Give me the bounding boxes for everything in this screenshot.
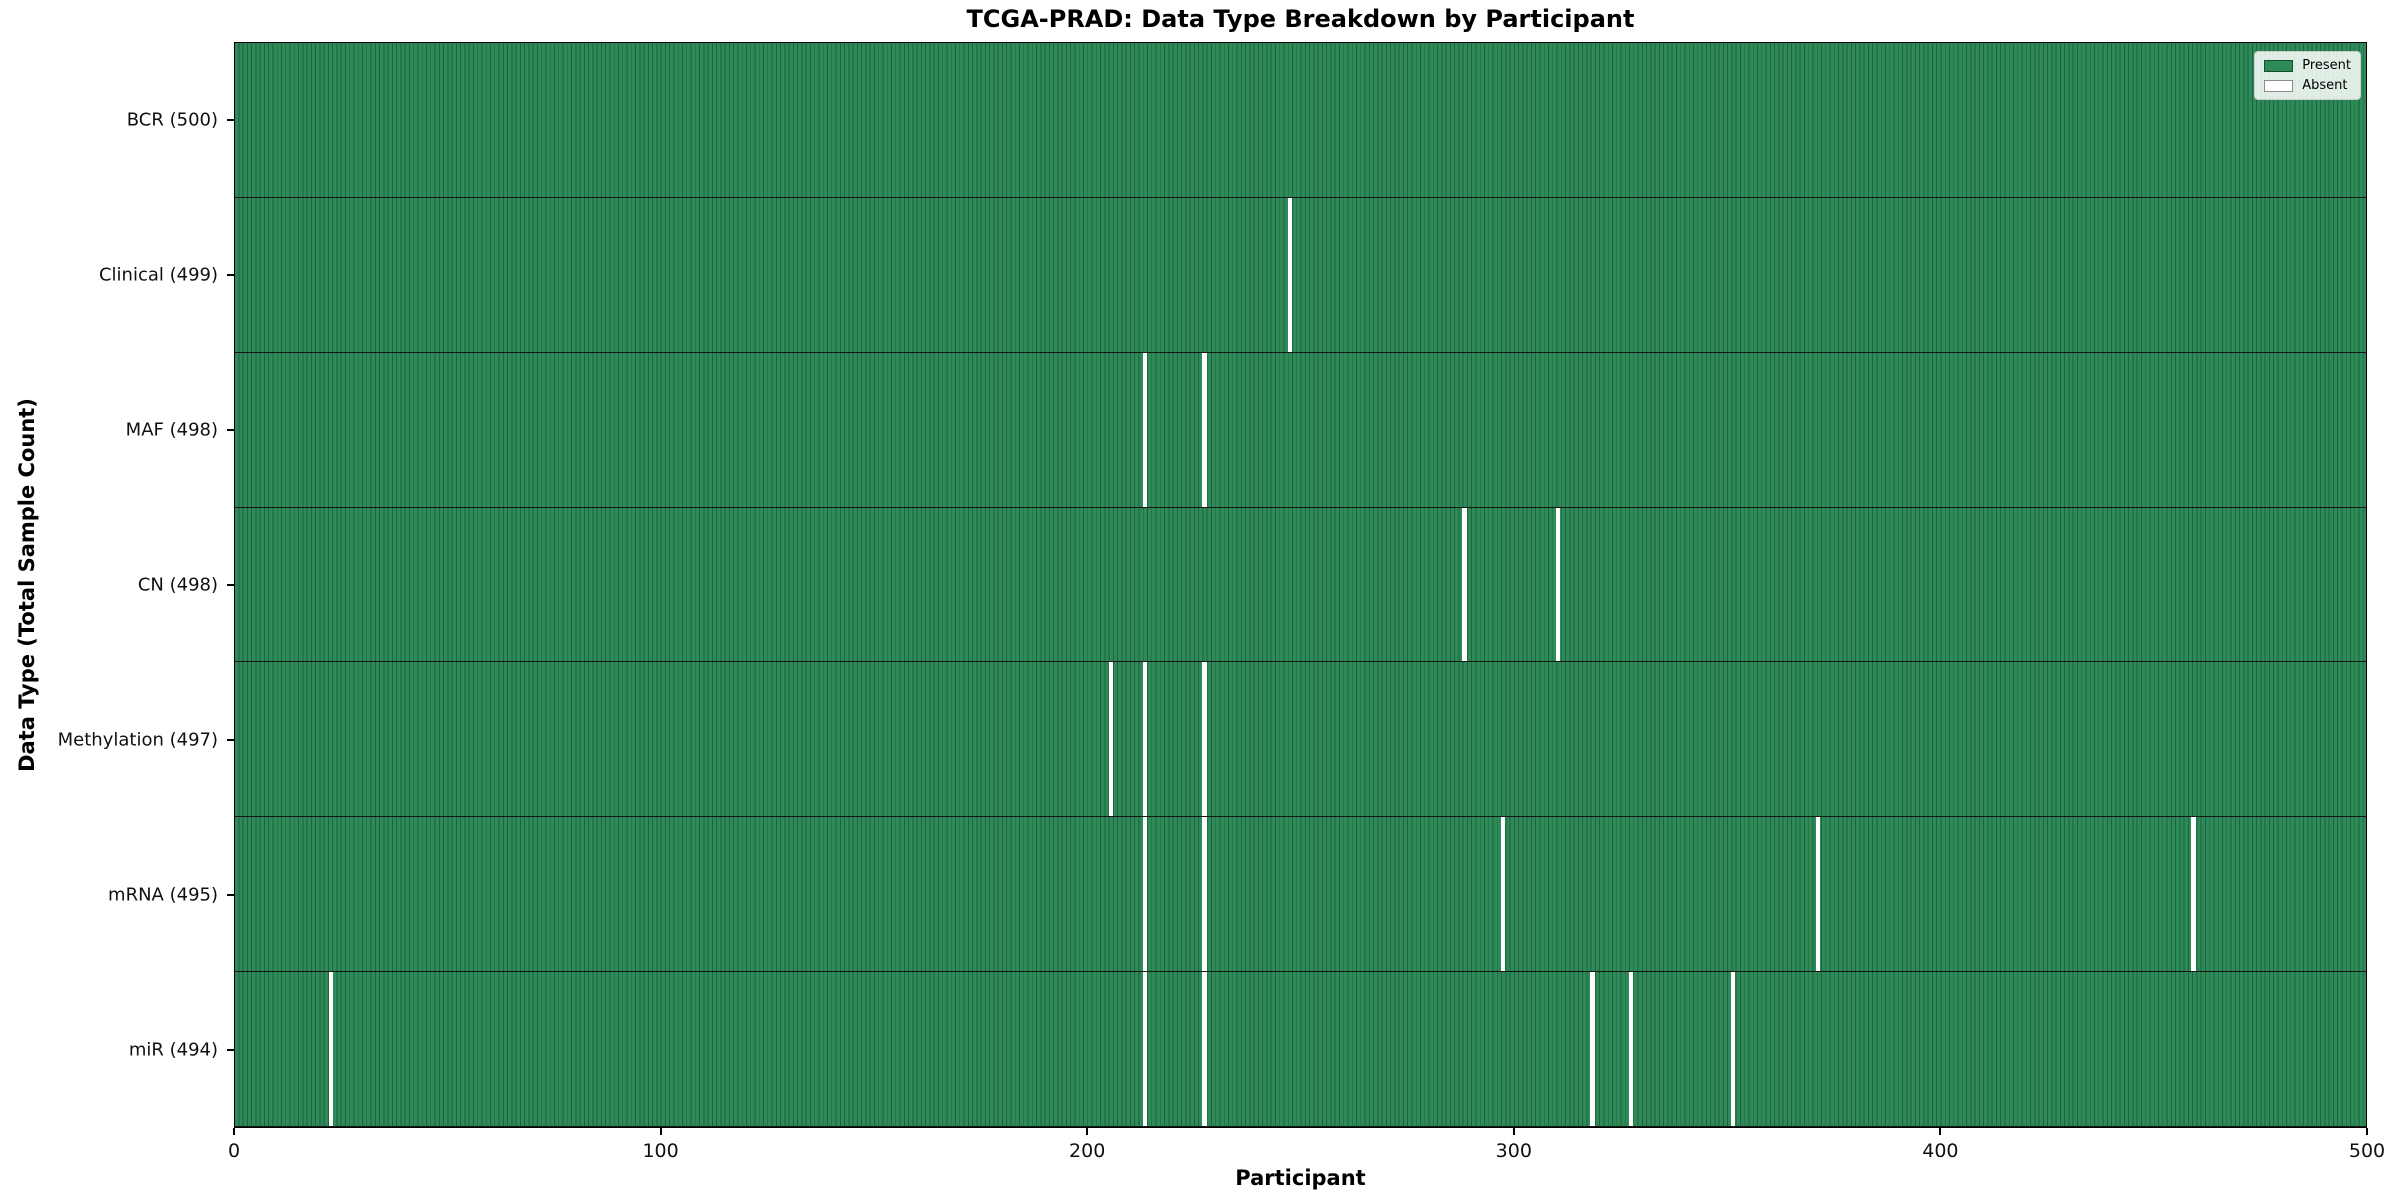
- absent-gap-MAF-227: [1202, 352, 1207, 507]
- absent-gap-mRNA-227: [1202, 817, 1207, 972]
- absent-gap-miR-227: [1202, 972, 1207, 1127]
- y-tick-label-Methylation: Methylation (497): [57, 729, 218, 751]
- heat-row-Clinical: [235, 197, 2366, 353]
- absent-gap-miR-327: [1628, 972, 1633, 1127]
- heat-row-MAF: [235, 352, 2366, 508]
- absent-gap-Methylation-213: [1142, 662, 1148, 817]
- present-swatch-icon: [2264, 59, 2294, 72]
- x-tick-mark: [1086, 1128, 1089, 1135]
- x-axis-title: Participant: [1235, 1166, 1366, 1190]
- y-tick-mark: [227, 1049, 234, 1052]
- absent-gap-miR-318: [1590, 972, 1595, 1127]
- x-tick-label-100: 100: [642, 1140, 679, 1162]
- absent-gap-miR-351: [1730, 972, 1736, 1127]
- y-tick-label-BCR: BCR (500): [126, 109, 218, 131]
- x-tick-label-400: 400: [1922, 1140, 1959, 1162]
- x-tick-label-0: 0: [227, 1140, 241, 1162]
- y-tick-label-CN: CN (498): [137, 574, 218, 596]
- x-axis: 0 100 200 300 400 500: [228, 1128, 2385, 1198]
- absent-gap-mRNA-297: [1500, 817, 1506, 972]
- y-tick-label-MAF: MAF (498): [125, 419, 218, 441]
- heat-row-CN: [235, 507, 2366, 663]
- absent-gap-mRNA-213: [1142, 817, 1148, 972]
- y-tick-label-mRNA: mRNA (495): [108, 884, 218, 906]
- y-axis: BCR (500) Clinical (499) MAF (498) CN (498)…: [0, 42, 234, 1128]
- absent-gap-Methylation-227: [1202, 662, 1207, 817]
- absent-gap-MAF-213: [1142, 352, 1148, 507]
- legend-label-absent: Absent: [2302, 78, 2348, 93]
- y-tick-mark: [227, 118, 234, 121]
- x-tick-mark: [1512, 1128, 1515, 1135]
- x-tick-mark: [2366, 1128, 2368, 1135]
- x-tick-label-500: 500: [2348, 1140, 2386, 1162]
- y-tick-label-Clinical: Clinical (499): [98, 264, 218, 286]
- y-tick-mark: [227, 584, 234, 586]
- x-tick-mark: [233, 1128, 235, 1135]
- y-tick-mark: [227, 894, 234, 897]
- plot-area: Present Absent: [234, 42, 2367, 1128]
- absent-gap-mRNA-459: [2191, 817, 2196, 972]
- absent-gap-mRNA-371: [1816, 817, 1821, 972]
- heat-row-miR: [235, 972, 2366, 1128]
- x-tick-label-200: 200: [1069, 1140, 1106, 1162]
- y-tick-label-miR: miR (494): [128, 1039, 218, 1061]
- absent-gap-Methylation-205: [1108, 662, 1113, 817]
- absent-gap-miR-213: [1142, 972, 1148, 1127]
- legend-entry-present: Present: [2264, 58, 2351, 73]
- x-tick-mark: [1939, 1128, 1942, 1135]
- y-tick-mark: [227, 273, 234, 276]
- absent-swatch-icon: [2264, 79, 2294, 92]
- absent-gap-Clinical-247: [1287, 197, 1292, 352]
- chart-title: TCGA-PRAD: Data Type Breakdown by Partic…: [966, 5, 1635, 33]
- y-tick-mark: [227, 739, 234, 742]
- absent-gap-CN-288: [1462, 507, 1467, 662]
- heat-row-mRNA: [235, 817, 2366, 973]
- y-tick-mark: [227, 428, 234, 431]
- legend: Present Absent: [2254, 51, 2361, 100]
- heat-row-BCR: [235, 43, 2366, 198]
- x-tick-mark: [659, 1128, 662, 1135]
- absent-gap-miR-22: [328, 972, 333, 1127]
- x-tick-label-300: 300: [1495, 1140, 1532, 1162]
- legend-label-present: Present: [2302, 58, 2351, 73]
- heat-row-Methylation: [235, 662, 2366, 818]
- legend-entry-absent: Absent: [2264, 78, 2351, 93]
- absent-gap-CN-310: [1556, 507, 1561, 662]
